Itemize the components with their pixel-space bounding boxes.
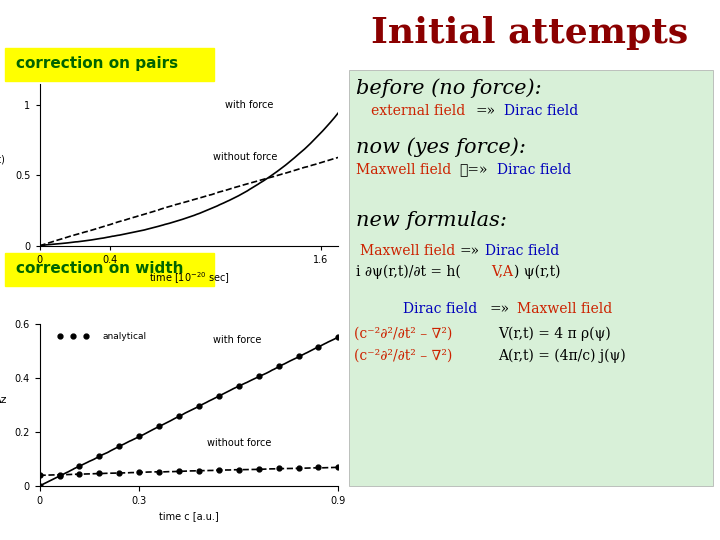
Y-axis label: Δz: Δz [0, 395, 7, 405]
Text: with force: with force [225, 100, 273, 110]
Text: Maxwell field: Maxwell field [517, 302, 612, 316]
Text: ) ψ(r,t): ) ψ(r,t) [514, 265, 561, 279]
FancyBboxPatch shape [5, 253, 214, 286]
FancyBboxPatch shape [5, 48, 214, 81]
X-axis label: time $[10^{-20}$ sec$]$: time $[10^{-20}$ sec$]$ [148, 271, 230, 286]
Text: without force: without force [207, 437, 271, 448]
Text: A(r,t) = (4π/c) j(ψ): A(r,t) = (4π/c) j(ψ) [498, 348, 626, 363]
Text: Dirac field: Dirac field [485, 244, 559, 258]
Text: correction on pairs: correction on pairs [16, 56, 178, 71]
Text: =»: =» [475, 104, 495, 118]
Text: =»: =» [459, 244, 480, 258]
Text: i ∂ψ(r,t)/∂t = h(: i ∂ψ(r,t)/∂t = h( [356, 265, 461, 279]
Text: Maxwell field: Maxwell field [360, 244, 455, 258]
Text: with force: with force [213, 335, 261, 346]
Text: now (yes force):: now (yes force): [356, 138, 526, 157]
Text: V(r,t) = 4 π ρ(ψ): V(r,t) = 4 π ρ(ψ) [498, 327, 611, 341]
Text: without force: without force [213, 152, 277, 162]
Text: 《=»: 《=» [459, 163, 488, 177]
Text: correction on width: correction on width [16, 261, 184, 276]
Text: (c⁻²∂²/∂t² – ∇²): (c⁻²∂²/∂t² – ∇²) [354, 348, 453, 362]
Text: Maxwell field: Maxwell field [356, 163, 451, 177]
Text: =»: =» [490, 302, 510, 316]
Text: (c⁻²∂²/∂t² – ∇²): (c⁻²∂²/∂t² – ∇²) [354, 327, 453, 341]
Text: Dirac field: Dirac field [497, 163, 571, 177]
Text: analytical: analytical [102, 333, 146, 341]
Y-axis label: N(t): N(t) [0, 154, 5, 165]
Text: new formulas:: new formulas: [356, 211, 508, 229]
X-axis label: time c [a.u.]: time c [a.u.] [159, 511, 219, 521]
Text: before (no force):: before (no force): [356, 78, 542, 98]
Text: V,A: V,A [491, 265, 513, 279]
Text: Dirac field: Dirac field [504, 104, 578, 118]
Text: Dirac field: Dirac field [403, 302, 477, 316]
FancyBboxPatch shape [349, 70, 713, 486]
Text: Initial attempts: Initial attempts [371, 16, 688, 50]
Text: external field: external field [371, 104, 465, 118]
